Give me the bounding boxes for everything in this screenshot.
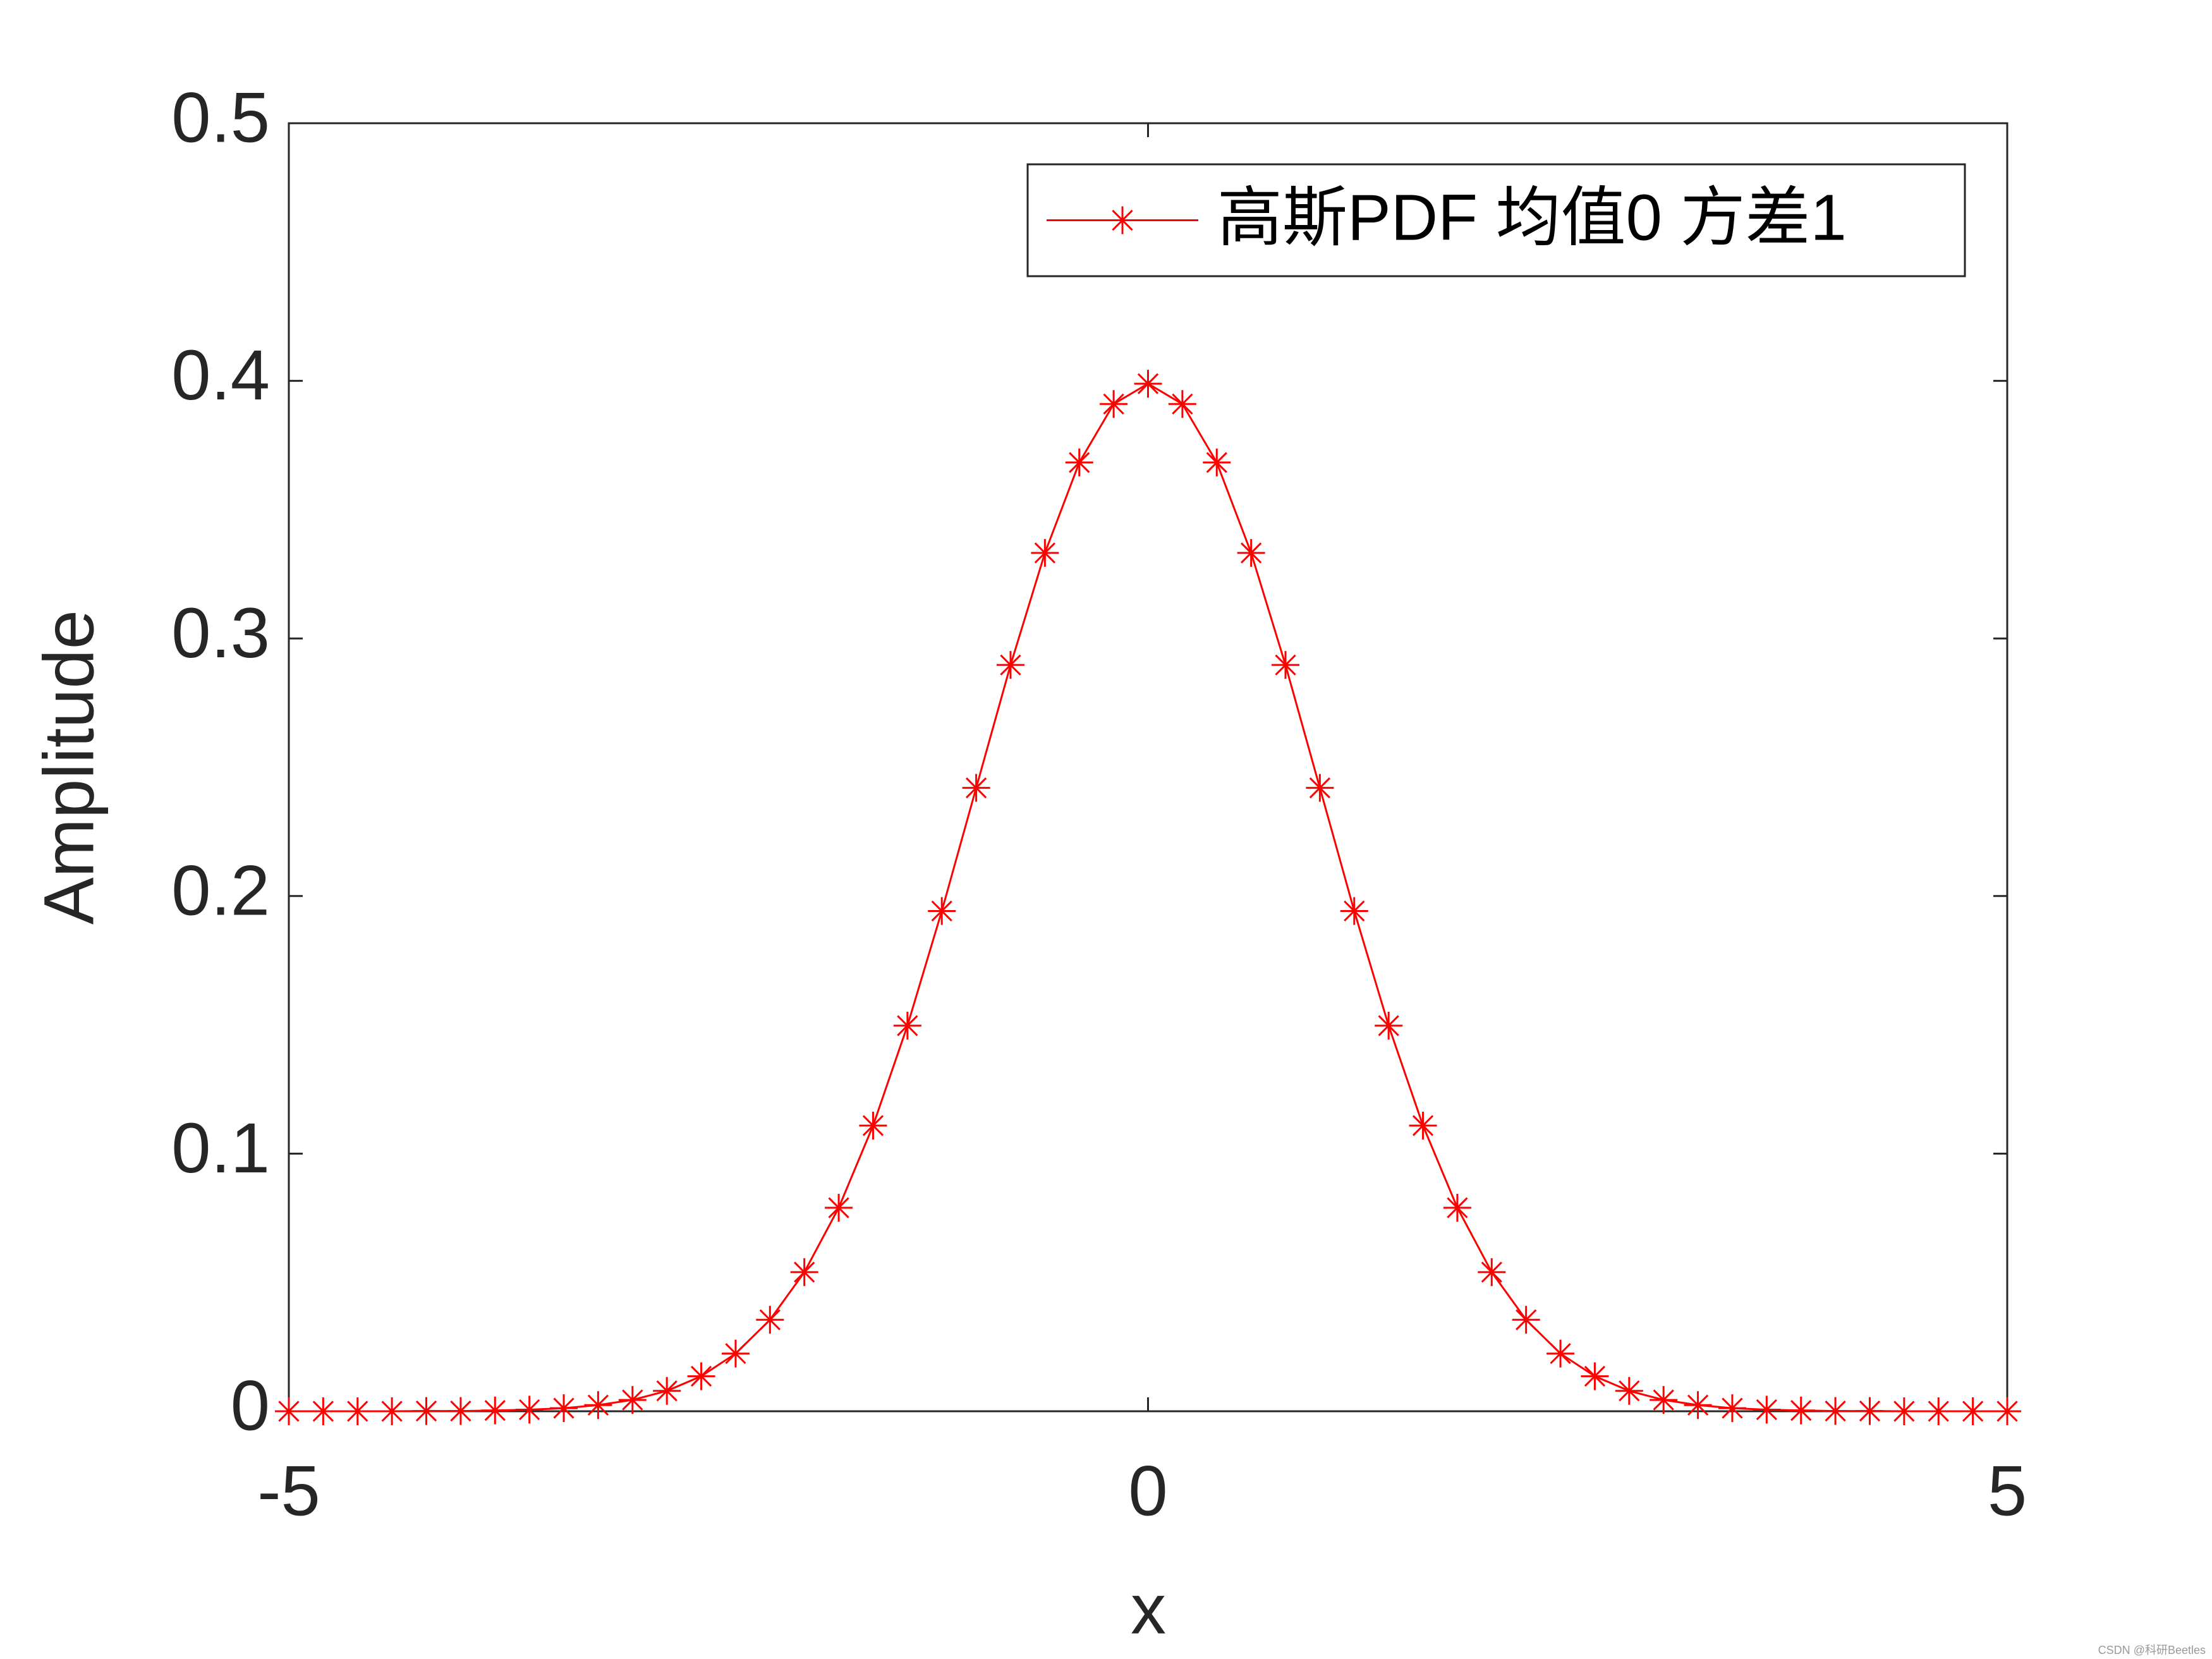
data-marker — [1203, 448, 1231, 477]
data-marker — [1478, 1258, 1506, 1286]
data-marker — [550, 1394, 578, 1423]
y-tick-label: 0.3 — [171, 593, 270, 672]
data-marker — [1443, 1194, 1471, 1222]
data-marker — [412, 1397, 441, 1425]
data-marker — [1375, 1011, 1403, 1040]
data-marker — [1650, 1386, 1678, 1414]
data-marker — [1856, 1397, 1884, 1425]
data-marker — [1821, 1397, 1850, 1425]
data-marker — [1890, 1397, 1918, 1425]
data-marker — [790, 1258, 818, 1286]
data-marker — [996, 651, 1024, 679]
data-marker — [1547, 1339, 1575, 1368]
data-marker — [1168, 390, 1196, 418]
y-axis-label: Amplitude — [30, 610, 109, 925]
y-tick-label: 0.2 — [171, 851, 270, 930]
data-marker — [1684, 1391, 1712, 1419]
data-marker — [825, 1194, 853, 1222]
watermark: CSDN @科研Beetles — [2098, 1644, 2206, 1656]
data-marker — [343, 1397, 372, 1425]
data-marker — [515, 1395, 544, 1424]
y-tick-label: 0.5 — [171, 78, 270, 157]
data-marker — [859, 1111, 887, 1139]
data-marker — [618, 1386, 647, 1414]
data-marker — [1581, 1362, 1609, 1390]
y-tick-label: 0.1 — [171, 1109, 270, 1188]
data-marker — [962, 774, 990, 802]
data-marker — [1272, 651, 1300, 679]
data-marker — [721, 1339, 750, 1368]
data-marker — [1031, 538, 1059, 567]
data-marker — [1512, 1306, 1540, 1334]
data-marker — [1959, 1397, 1987, 1425]
data-marker — [756, 1306, 784, 1334]
data-marker — [1237, 538, 1265, 567]
legend-label: 高斯PDF 均值0 方差1 — [1217, 181, 1847, 254]
data-marker — [446, 1397, 475, 1425]
data-marker — [1306, 774, 1334, 802]
data-marker — [653, 1376, 681, 1405]
y-tick-label: 0 — [231, 1366, 270, 1445]
data-marker — [275, 1397, 303, 1425]
x-tick-label: 0 — [1128, 1452, 1167, 1531]
data-marker — [1340, 897, 1368, 925]
legend-marker — [1109, 206, 1136, 234]
data-marker — [1993, 1397, 2021, 1425]
x-tick-label: 5 — [1988, 1452, 2027, 1531]
data-marker — [928, 897, 956, 925]
x-tick-label: -5 — [257, 1452, 320, 1531]
data-marker — [309, 1397, 337, 1425]
data-marker — [1409, 1111, 1437, 1139]
data-marker — [378, 1397, 406, 1425]
data-marker — [1753, 1395, 1781, 1424]
data-marker — [1065, 448, 1093, 477]
data-marker — [1134, 370, 1162, 398]
data-marker — [1100, 390, 1128, 418]
data-marker — [584, 1391, 612, 1419]
data-marker — [1787, 1396, 1815, 1425]
y-tick-label: 0.4 — [171, 336, 270, 415]
data-marker — [893, 1011, 921, 1040]
plot-area — [288, 122, 2008, 1413]
data-marker — [1718, 1394, 1746, 1423]
data-marker — [1615, 1376, 1643, 1405]
x-axis-label: x — [1131, 1570, 1166, 1649]
data-marker — [481, 1396, 509, 1425]
data-marker — [687, 1362, 715, 1390]
data-marker — [1924, 1397, 1953, 1425]
